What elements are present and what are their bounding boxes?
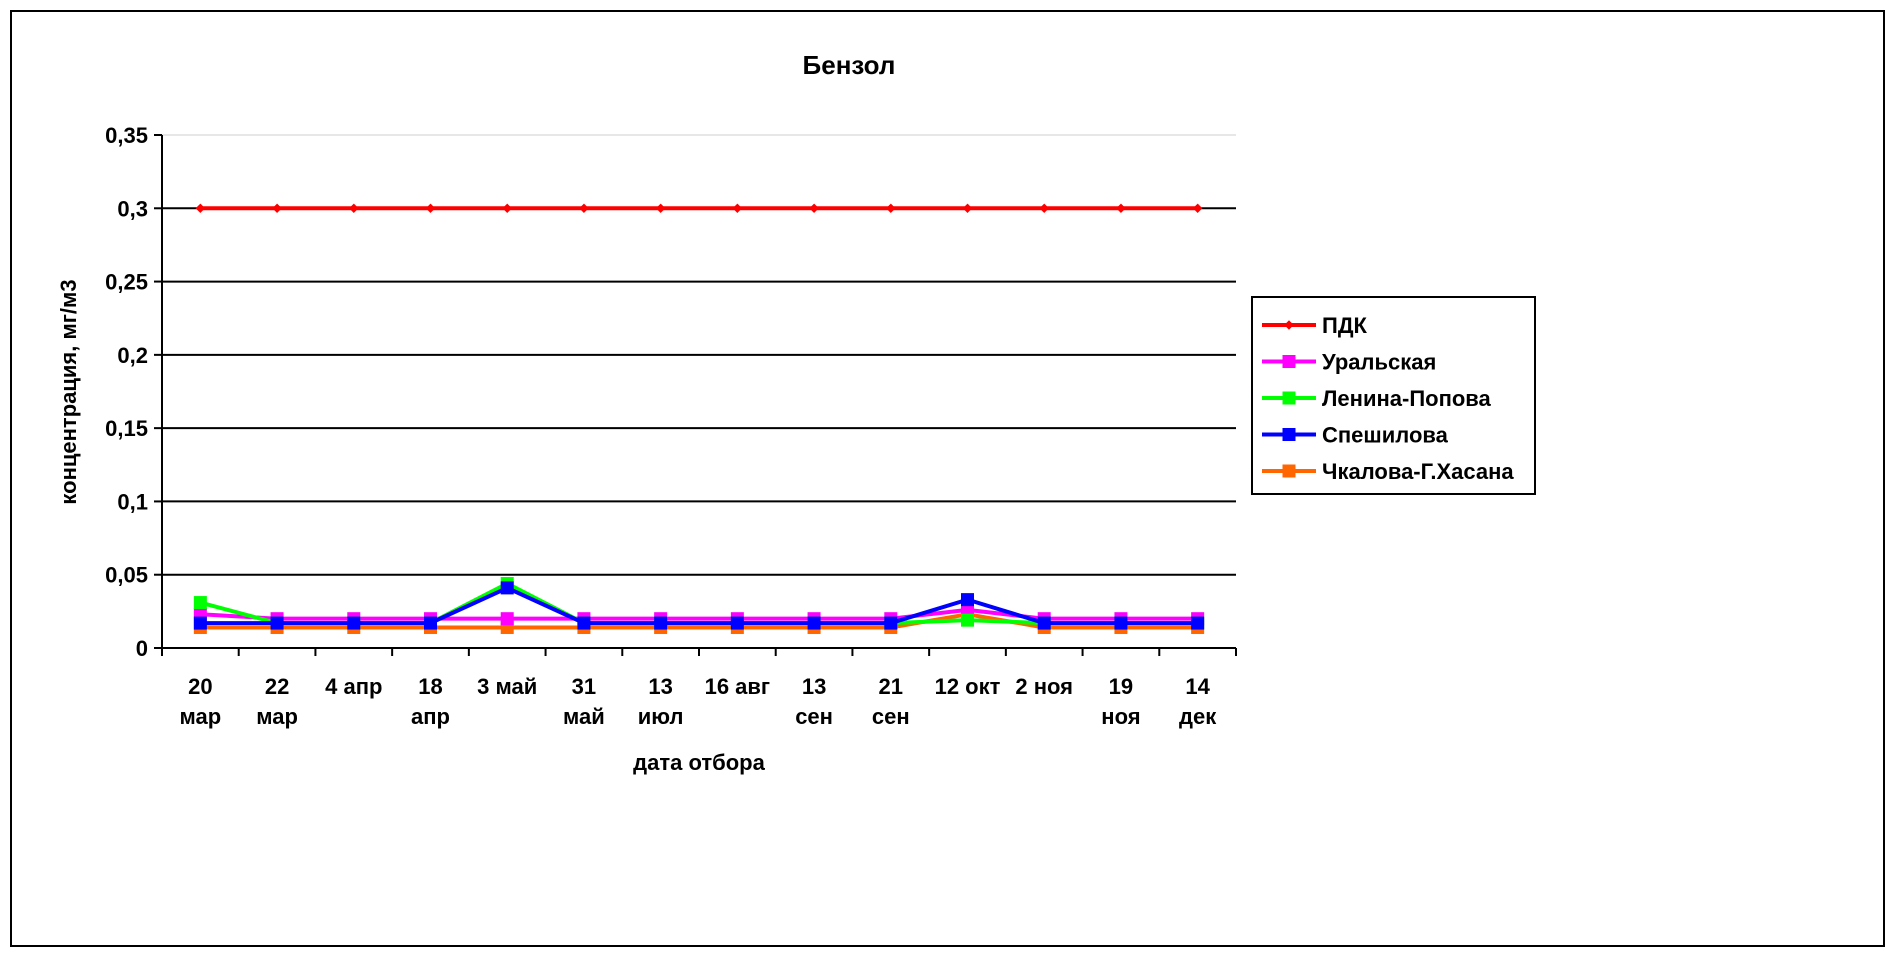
series-2-point (193, 596, 207, 610)
series-0-point (349, 203, 359, 213)
series-2-point (961, 613, 974, 627)
series-4 (193, 607, 1205, 634)
y-tick-label: 0 (136, 636, 148, 661)
x-tick-label: 20 мар (180, 674, 222, 729)
series-0-point (1192, 203, 1203, 213)
series-3 (193, 581, 1205, 630)
series-3-point (577, 616, 591, 630)
legend-label: Спешилова (1322, 423, 1449, 448)
series-0 (195, 203, 1203, 213)
legend-marker (1284, 320, 1294, 330)
series-layer (193, 203, 1205, 634)
series-3-point (424, 616, 437, 630)
series-4-line (200, 612, 1198, 630)
series-0-point (655, 203, 666, 213)
legend-marker (1282, 428, 1296, 441)
series-3-point (961, 593, 974, 607)
y-tick-label: 0,3 (117, 196, 148, 221)
series-3-point (730, 616, 744, 630)
x-tick-label: 14 дек (1179, 674, 1217, 729)
series-3-point (500, 581, 514, 595)
series-1-point (500, 612, 514, 626)
y-tick-label: 0,1 (117, 489, 148, 514)
y-tick-label: 0,15 (105, 416, 148, 441)
line-chart: Бензол концентрация, мг/м3 дата отбора 0… (56, 50, 1536, 775)
x-axis-title: дата отбора (633, 750, 765, 775)
series-0-point (962, 203, 973, 213)
series-0-point (195, 203, 206, 213)
series-0-point (502, 203, 512, 213)
legend-label: ПДК (1322, 313, 1367, 338)
legend-box (1251, 296, 1536, 495)
series-3-line (200, 585, 1198, 626)
x-tick-label: 13 сен (795, 674, 833, 729)
series-0-point (809, 203, 819, 213)
y-tick-label: 0,05 (105, 563, 148, 588)
axes: 0 0,05 0,1 0,15 0,2 0,25 0,3 0,35 20 мар 22 мар 4 ап… (105, 123, 1237, 729)
legend-label: Уральская (1322, 350, 1436, 375)
legend-marker (1282, 391, 1296, 405)
y-axis-title: концентрация, мг/м3 (56, 279, 81, 504)
x-tick-label: 4 апр (325, 674, 382, 699)
series-0-point (272, 203, 282, 213)
series-0-point (886, 203, 896, 213)
chart-area: Бензол концентрация, мг/м3 дата отбора 0… (10, 10, 1885, 947)
legend-label: Чкалова-Г.Хасана (1322, 459, 1514, 484)
y-tick-label: 0,2 (117, 343, 148, 368)
legend-marker (1282, 464, 1296, 478)
x-tick-label: 3 май (477, 674, 537, 699)
x-tick-label: 22 мар (256, 674, 298, 729)
series-0-point (425, 203, 436, 213)
y-tick-label: 0,35 (105, 123, 148, 148)
y-tick-label: 0,25 (105, 270, 148, 295)
x-tick-label: 31 май (563, 674, 605, 729)
series-0-point (1039, 203, 1049, 213)
series-3-point (1037, 616, 1051, 630)
legend-label: Ленина-Попова (1322, 386, 1492, 411)
x-tick-label: 18 апр (411, 674, 450, 729)
chart-title: Бензол (803, 50, 896, 80)
x-tick-label: 19 ноя (1101, 674, 1140, 729)
x-tick-label: 13 июл (638, 674, 684, 729)
series-3-point (884, 616, 898, 630)
legend: ПДК Уральская Ленина-Попова Спешилова Чкалов… (1251, 296, 1536, 495)
series-0-point (579, 203, 589, 213)
series-3-point (347, 616, 361, 630)
series-3-point (270, 616, 284, 630)
series-3-point (1191, 616, 1205, 630)
x-tick-label: 12 окт (935, 674, 1001, 699)
x-tick-label: 2 ноя (1015, 674, 1073, 699)
gridlines (162, 134, 1236, 576)
x-tick-label: 21 сен (872, 674, 910, 729)
series-3-point (654, 616, 668, 630)
legend-marker (1282, 355, 1296, 368)
series-3-point (1114, 616, 1128, 630)
x-tick-label: 16 авг (705, 674, 771, 699)
series-0-point (1116, 203, 1126, 213)
series-3-point (193, 616, 207, 630)
series-0-point (732, 203, 743, 213)
series-3-point (807, 616, 821, 630)
